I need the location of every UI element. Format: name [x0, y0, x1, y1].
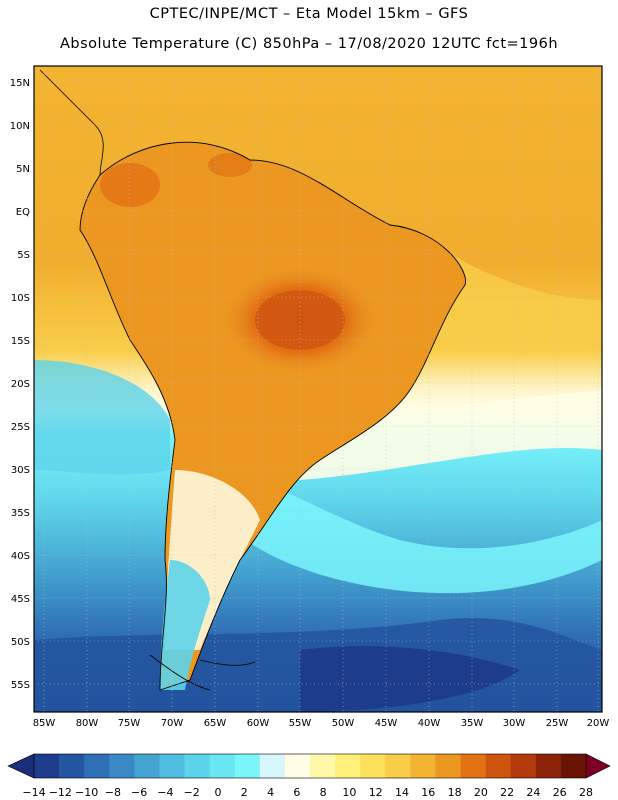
colorbar-label: 16: [421, 786, 435, 799]
lon-label: 75W: [118, 718, 141, 729]
lat-label: 20S: [11, 379, 30, 390]
colorbar-frame: [33, 753, 587, 779]
colorbar-swatch: [485, 754, 512, 778]
lat-label: 10S: [11, 293, 30, 304]
colorbar-swatch: [259, 754, 286, 778]
colorbar-label: −2: [184, 786, 200, 799]
lon-label: 70W: [161, 718, 184, 729]
colorbar-swatch: [159, 754, 185, 778]
lon-label: 35W: [461, 718, 484, 729]
colorbar-label: −4: [157, 786, 173, 799]
colorbar-swatch: [435, 754, 461, 778]
colorbar-swatch: [84, 754, 110, 778]
colorbar-swatch: [385, 754, 411, 778]
colorbar-label: 8: [320, 786, 327, 799]
colorbar: −14 −12 −10 −8 −6 −4 −2 0 2 4 6 8 10 12 14 16 18 20 22 24 26…: [7, 753, 611, 799]
colorbar-label: −14: [22, 786, 45, 799]
colorbar-swatch: [109, 754, 135, 778]
colorbar-label: 4: [267, 786, 274, 799]
lat-label: 55S: [11, 680, 30, 691]
colorbar-swatch: [184, 754, 210, 778]
lon-label: 85W: [33, 718, 56, 729]
colorbar-label: 14: [395, 786, 409, 799]
grid: [34, 66, 602, 712]
lon-label: 20W: [587, 718, 610, 729]
colorbar-swatch: [535, 754, 562, 778]
lat-label: 40S: [11, 551, 30, 562]
colorbar-label: 12: [369, 786, 383, 799]
lat-label: 25S: [11, 422, 30, 433]
colorbar-swatch: [134, 754, 160, 778]
colorbar-label: 2: [241, 786, 248, 799]
colorbar-label: −12: [49, 786, 72, 799]
lon-label: 80W: [76, 718, 99, 729]
lat-label: 50S: [11, 637, 30, 648]
lat-labels: 15N 10N 5N EQ 5S 10S 15S 20S 25S 30S 35S…: [10, 78, 30, 691]
lon-label: 65W: [204, 718, 227, 729]
lon-labels: 85W 80W 75W 70W 65W 60W 55W 50W 45W 40W …: [33, 718, 610, 729]
colorbar-label: 26: [553, 786, 567, 799]
lat-label: 15S: [11, 336, 30, 347]
lon-label: 50W: [332, 718, 355, 729]
lon-label: 60W: [247, 718, 270, 729]
colorbar-high-arrow: [585, 753, 611, 779]
colorbar-swatch: [34, 754, 60, 778]
colorbar-label: −8: [105, 786, 121, 799]
temperature-field: [34, 66, 602, 712]
colorbar-low-arrow: [7, 753, 35, 779]
lon-label: 25W: [546, 718, 569, 729]
colorbar-swatch: [310, 754, 336, 778]
colorbar-swatch: [510, 754, 537, 778]
map-subtitle: Absolute Temperature (C) 850hPa – 17/08/…: [59, 36, 559, 52]
lon-label: 30W: [503, 718, 526, 729]
colorbar-label: 24: [526, 786, 540, 799]
colorbar-label: 20: [474, 786, 488, 799]
colorbar-label: −6: [131, 786, 147, 799]
lat-label: 10N: [10, 121, 30, 132]
colorbar-label: 28: [579, 786, 593, 799]
colorbar-swatch: [284, 754, 311, 778]
lat-label: 5S: [17, 250, 30, 261]
colorbar-label: 22: [500, 786, 514, 799]
colorbar-swatch: [460, 754, 486, 778]
colorbar-swatch: [234, 754, 261, 778]
lat-label: EQ: [16, 207, 30, 218]
lon-label: 55W: [289, 718, 312, 729]
colorbar-label: 10: [342, 786, 356, 799]
colorbar-swatch: [360, 754, 386, 778]
lat-label: 15N: [10, 78, 30, 89]
lon-label: 45W: [375, 718, 398, 729]
lat-label: 5N: [16, 164, 30, 175]
colorbar-label: −10: [75, 786, 98, 799]
colorbar-swatch: [209, 754, 236, 778]
map-frame: [33, 65, 603, 713]
colorbar-label: 6: [293, 786, 300, 799]
colorbar-swatch: [335, 754, 361, 778]
colorbar-swatch: [560, 754, 587, 778]
lat-label: 35S: [11, 508, 30, 519]
colorbar-label: 0: [215, 786, 222, 799]
colorbar-label: 18: [448, 786, 462, 799]
map-title: CPTEC/INPE/MCT – Eta Model 15km – GFS: [149, 6, 469, 22]
colorbar-swatch: [59, 754, 85, 778]
lon-label: 40W: [418, 718, 441, 729]
lat-label: 45S: [11, 594, 30, 605]
colorbar-swatch: [410, 754, 436, 778]
lat-label: 30S: [11, 465, 30, 476]
